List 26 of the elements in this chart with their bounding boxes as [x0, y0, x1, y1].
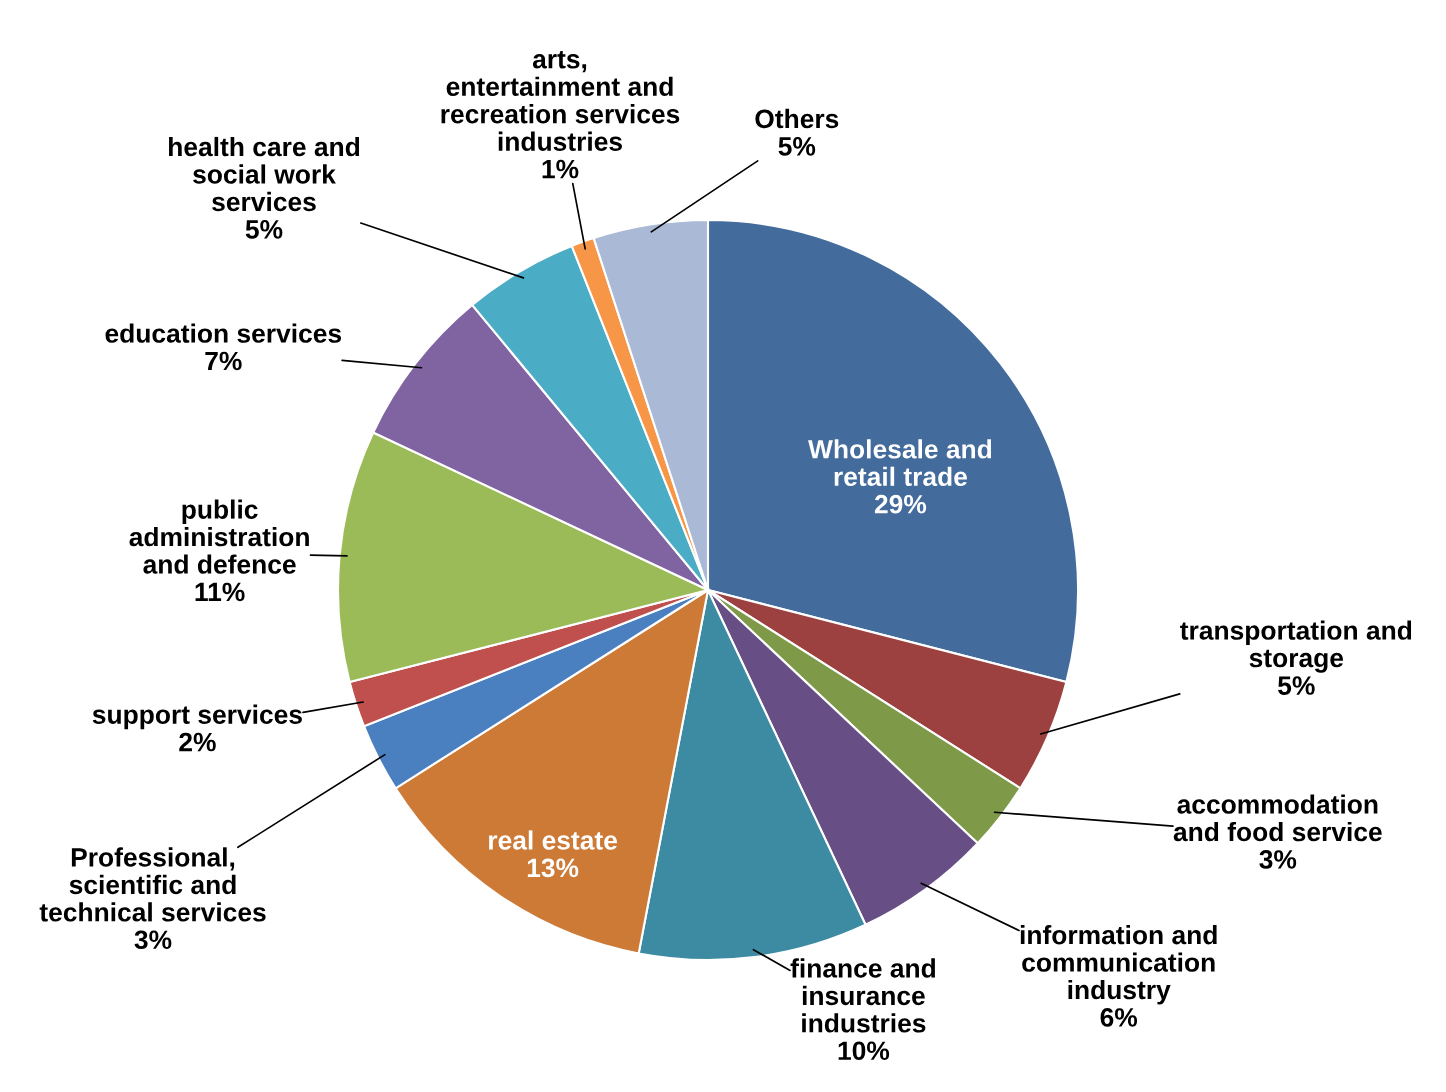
- data-label: 5%: [245, 220, 283, 239]
- slice-label: Others: [755, 108, 839, 129]
- data-label: 29%: [874, 494, 927, 514]
- slice-label: transportation and storage: [1180, 620, 1412, 673]
- data-label: 3%: [134, 930, 172, 950]
- slice-label: finance and insurance industries: [790, 958, 935, 1033]
- data-label: 6%: [1100, 1008, 1138, 1027]
- slice-label: information and communication industry: [1020, 925, 1217, 1005]
- data-label: 11%: [195, 582, 245, 602]
- slice-label: public administration and defence: [129, 499, 309, 574]
- slice-label: health care and social work services: [169, 136, 360, 212]
- slice-label: Wholesale and retail trade: [808, 439, 992, 487]
- slice-label: accommodation and food service: [1173, 794, 1382, 842]
- slice-label: support services: [92, 704, 302, 730]
- slice-label: arts, entertainment and recreation services industries: [441, 51, 680, 151]
- data-label: 2%: [179, 732, 216, 752]
- slice-label: real estate: [489, 830, 617, 850]
- data-label: 1%: [542, 159, 579, 179]
- slice-label: education services: [105, 323, 342, 343]
- data-label: 5%: [1278, 676, 1315, 695]
- data-label: 3%: [1259, 850, 1297, 869]
- slice-label: Professional, scientific and technical services: [39, 847, 266, 922]
- data-label: 7%: [205, 351, 242, 371]
- data-label: 10%: [838, 1041, 890, 1061]
- data-label: 13%: [527, 858, 579, 878]
- data-label: 5%: [778, 137, 816, 156]
